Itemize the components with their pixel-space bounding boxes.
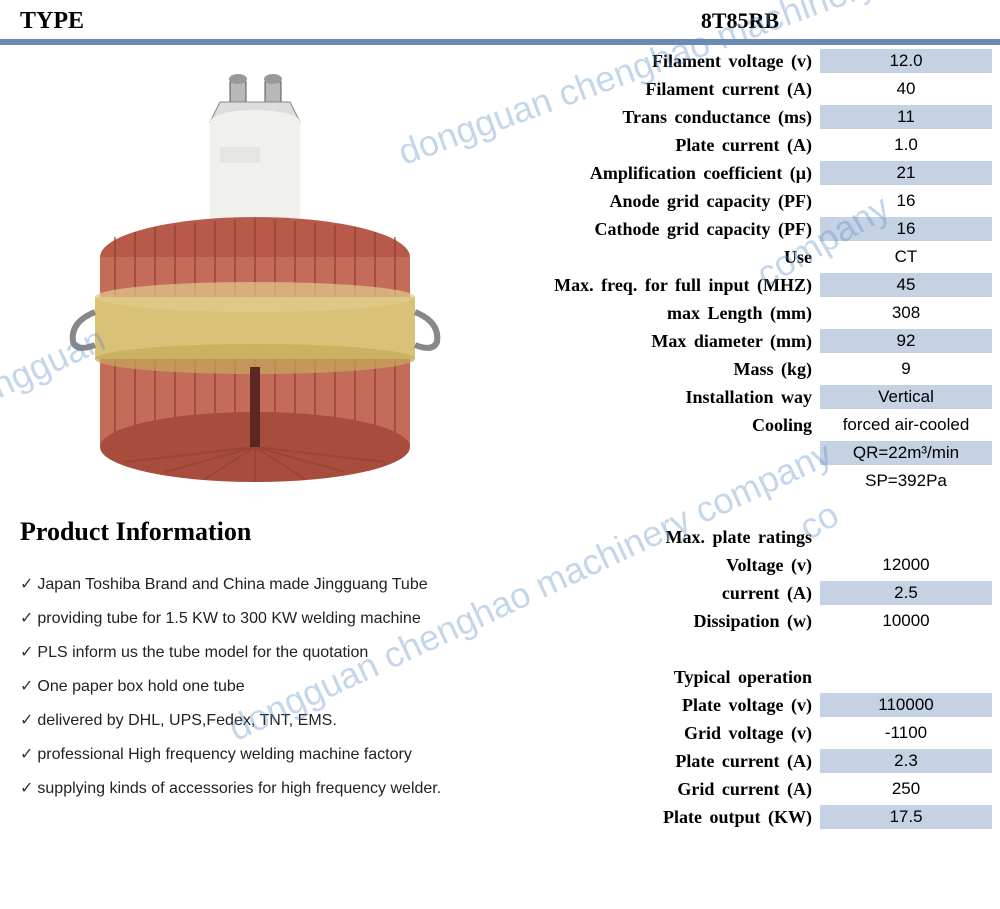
section-title: Max. plate ratings xyxy=(500,527,820,548)
spec-value: 11 xyxy=(820,105,992,129)
spec-row: Filament voltage (v)12.0 xyxy=(500,47,992,75)
spec-row: Coolingforced air-cooled xyxy=(500,411,992,439)
product-info-list: Japan Toshiba Brand and China made Jingg… xyxy=(20,567,490,805)
spec-label: Cathode grid capacity (PF) xyxy=(500,219,820,240)
main-content: Product Information Japan Toshiba Brand … xyxy=(0,45,1000,831)
spec-row: Dissipation (w)10000 xyxy=(500,607,992,635)
spec-label: Max. freq. for full input (MHZ) xyxy=(500,275,820,296)
spec-value: 110000 xyxy=(820,693,992,717)
info-item: Japan Toshiba Brand and China made Jingg… xyxy=(20,567,490,601)
spec-row: Grid current (A)250 xyxy=(500,775,992,803)
spec-label: Voltage (v) xyxy=(500,555,820,576)
spec-value: 12.0 xyxy=(820,49,992,73)
product-image xyxy=(65,67,445,487)
spec-label: Plate voltage (v) xyxy=(500,695,820,716)
spec-row: SP=392Pa xyxy=(500,467,992,495)
model-number: 8T85RB xyxy=(500,8,980,35)
section-title-row: Max. plate ratings xyxy=(500,523,992,551)
spec-label: Amplification coefficient (μ) xyxy=(500,163,820,184)
spec-row: Amplification coefficient (μ)21 xyxy=(500,159,992,187)
spec-label: max Length (mm) xyxy=(500,303,820,324)
spec-value: 16 xyxy=(820,217,992,241)
spec-value: 2.3 xyxy=(820,749,992,773)
spec-row: QR=22m³/min xyxy=(500,439,992,467)
spec-value: CT xyxy=(820,245,992,269)
spec-value: -1100 xyxy=(820,721,992,745)
left-column: Product Information Japan Toshiba Brand … xyxy=(0,47,500,831)
spec-row: Max. freq. for full input (MHZ)45 xyxy=(500,271,992,299)
info-item: professional High frequency welding mach… xyxy=(20,737,490,771)
spec-row: Trans conductance (ms)11 xyxy=(500,103,992,131)
spec-row: Mass (kg)9 xyxy=(500,355,992,383)
spec-value: 1.0 xyxy=(820,133,992,157)
spec-label: Plate current (A) xyxy=(500,751,820,772)
header-bar: TYPE 8T85RB xyxy=(0,0,1000,45)
spec-label: Anode grid capacity (PF) xyxy=(500,191,820,212)
spec-row: Plate voltage (v)110000 xyxy=(500,691,992,719)
spec-label: Mass (kg) xyxy=(500,359,820,380)
info-item: supplying kinds of accessories for high … xyxy=(20,771,490,805)
spec-label: Max diameter (mm) xyxy=(500,331,820,352)
spec-value: Vertical xyxy=(820,385,992,409)
specs-column: Filament voltage (v)12.0Filament current… xyxy=(500,47,1000,831)
spec-row: Filament current (A)40 xyxy=(500,75,992,103)
type-label: TYPE xyxy=(20,8,500,35)
section-title: Typical operation xyxy=(500,667,820,688)
spec-row: Plate output (KW)17.5 xyxy=(500,803,992,831)
spec-value: SP=392Pa xyxy=(820,469,992,493)
spec-value: 45 xyxy=(820,273,992,297)
spec-label: Installation way xyxy=(500,387,820,408)
spec-label: Trans conductance (ms) xyxy=(500,107,820,128)
spec-value: 16 xyxy=(820,189,992,213)
spec-label: Filament current (A) xyxy=(500,79,820,100)
info-item: providing tube for 1.5 KW to 300 KW weld… xyxy=(20,601,490,635)
spec-row: Installation wayVertical xyxy=(500,383,992,411)
spec-row: Plate current (A)1.0 xyxy=(500,131,992,159)
spec-row: Plate current (A)2.3 xyxy=(500,747,992,775)
spec-value: 250 xyxy=(820,777,992,801)
section-title-row: Typical operation xyxy=(500,663,992,691)
spec-row: Voltage (v)12000 xyxy=(500,551,992,579)
spec-value: 21 xyxy=(820,161,992,185)
spec-row: Cathode grid capacity (PF)16 xyxy=(500,215,992,243)
spec-label: Plate current (A) xyxy=(500,135,820,156)
spec-value: 17.5 xyxy=(820,805,992,829)
spec-value: 40 xyxy=(820,77,992,101)
spec-row: max Length (mm)308 xyxy=(500,299,992,327)
spec-value: 10000 xyxy=(820,609,992,633)
info-item: delivered by DHL, UPS,Fedex, TNT, EMS. xyxy=(20,703,490,737)
spec-row: current (A)2.5 xyxy=(500,579,992,607)
info-item: PLS inform us the tube model for the quo… xyxy=(20,635,490,669)
spec-row: UseCT xyxy=(500,243,992,271)
spec-label: Plate output (KW) xyxy=(500,807,820,828)
info-item: One paper box hold one tube xyxy=(20,669,490,703)
spec-label: current (A) xyxy=(500,583,820,604)
spec-value: 9 xyxy=(820,357,992,381)
spec-label: Use xyxy=(500,247,820,268)
spec-label: Cooling xyxy=(500,415,820,436)
spec-row: Anode grid capacity (PF)16 xyxy=(500,187,992,215)
product-info-title: Product Information xyxy=(20,517,490,547)
spec-label: Filament voltage (v) xyxy=(500,51,820,72)
spec-row: Max diameter (mm)92 xyxy=(500,327,992,355)
spec-value: 2.5 xyxy=(820,581,992,605)
spec-value: 92 xyxy=(820,329,992,353)
spec-row: Grid voltage (v)-1100 xyxy=(500,719,992,747)
spec-label: Dissipation (w) xyxy=(500,611,820,632)
spec-value: forced air-cooled xyxy=(820,413,992,437)
spec-label: Grid current (A) xyxy=(500,779,820,800)
spec-label: Grid voltage (v) xyxy=(500,723,820,744)
spec-value: 12000 xyxy=(820,553,992,577)
spec-value: QR=22m³/min xyxy=(820,441,992,465)
spec-value: 308 xyxy=(820,301,992,325)
